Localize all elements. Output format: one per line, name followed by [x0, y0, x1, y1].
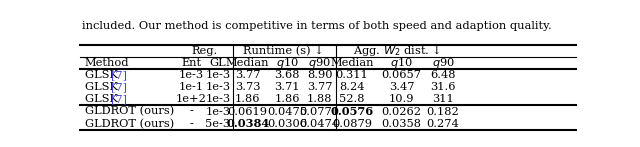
Text: 1e-3: 1e-3 — [179, 70, 204, 80]
Text: 10.9: 10.9 — [388, 94, 414, 104]
Text: [7]: [7] — [111, 94, 127, 104]
Text: 0.0576: 0.0576 — [330, 106, 373, 117]
Text: 8.90: 8.90 — [307, 70, 332, 80]
Text: 0.0657: 0.0657 — [381, 70, 421, 80]
Text: 31.6: 31.6 — [430, 82, 456, 92]
Text: 0.0384: 0.0384 — [226, 118, 269, 129]
Text: 1.86: 1.86 — [235, 94, 260, 104]
Text: Median: Median — [226, 58, 269, 68]
Text: 3.47: 3.47 — [388, 82, 414, 92]
Text: GL: GL — [209, 58, 226, 68]
Text: 8.24: 8.24 — [339, 82, 365, 92]
Text: 5e-3: 5e-3 — [205, 119, 230, 129]
Text: $q$90: $q$90 — [431, 56, 454, 70]
Text: Median: Median — [330, 58, 374, 68]
Text: GLDROT (ours): GLDROT (ours) — [85, 106, 174, 117]
Text: $q$90: $q$90 — [308, 56, 331, 70]
Text: 3.73: 3.73 — [235, 82, 260, 92]
Text: 3.71: 3.71 — [275, 82, 300, 92]
Text: 0.182: 0.182 — [427, 107, 460, 117]
Text: Runtime (s) ↓: Runtime (s) ↓ — [243, 46, 324, 56]
Text: 0.0771: 0.0771 — [300, 107, 340, 117]
Text: [7]: [7] — [111, 70, 127, 80]
Text: 311: 311 — [432, 94, 454, 104]
Text: Ent: Ent — [182, 58, 202, 68]
Text: 0.0475: 0.0475 — [268, 107, 307, 117]
Text: 1e+2: 1e+2 — [176, 94, 207, 104]
Text: GLSK: GLSK — [85, 94, 122, 104]
Text: 1e-3: 1e-3 — [205, 107, 230, 117]
Text: included. Our method is competitive in terms of both speed and adaption quality.: included. Our method is competitive in t… — [83, 21, 552, 31]
Text: 0.274: 0.274 — [427, 119, 460, 129]
Text: 1.86: 1.86 — [275, 94, 300, 104]
Text: 3.77: 3.77 — [307, 82, 332, 92]
Text: [7]: [7] — [111, 82, 127, 92]
Text: Method: Method — [85, 58, 129, 68]
Text: 6.48: 6.48 — [430, 70, 456, 80]
Text: -: - — [189, 107, 193, 117]
Text: 0.0619: 0.0619 — [228, 107, 268, 117]
Text: -: - — [189, 119, 193, 129]
Text: 1e-3: 1e-3 — [205, 82, 230, 92]
Text: 0.0879: 0.0879 — [332, 119, 372, 129]
Text: Agg. $W_2$ dist. ↓: Agg. $W_2$ dist. ↓ — [353, 44, 442, 58]
Text: 0.0306: 0.0306 — [268, 119, 307, 129]
Text: Reg.: Reg. — [191, 46, 218, 56]
Text: GLDROT (ours): GLDROT (ours) — [85, 118, 174, 129]
Text: GLSK: GLSK — [85, 82, 122, 92]
Text: $q$10: $q$10 — [390, 56, 413, 70]
Text: 0.0474: 0.0474 — [300, 119, 340, 129]
Text: 0.0262: 0.0262 — [381, 107, 421, 117]
Text: 3.68: 3.68 — [275, 70, 300, 80]
Text: 0.311: 0.311 — [335, 70, 368, 80]
Text: 0.0358: 0.0358 — [381, 119, 421, 129]
Text: 1.88: 1.88 — [307, 94, 332, 104]
Text: 1e-3: 1e-3 — [205, 94, 230, 104]
Text: GLSK: GLSK — [85, 70, 122, 80]
Text: $q$10: $q$10 — [276, 56, 299, 70]
Text: 1e-3: 1e-3 — [205, 70, 230, 80]
Text: 3.77: 3.77 — [235, 70, 260, 80]
Text: 52.8: 52.8 — [339, 94, 365, 104]
Text: 1e-1: 1e-1 — [179, 82, 204, 92]
